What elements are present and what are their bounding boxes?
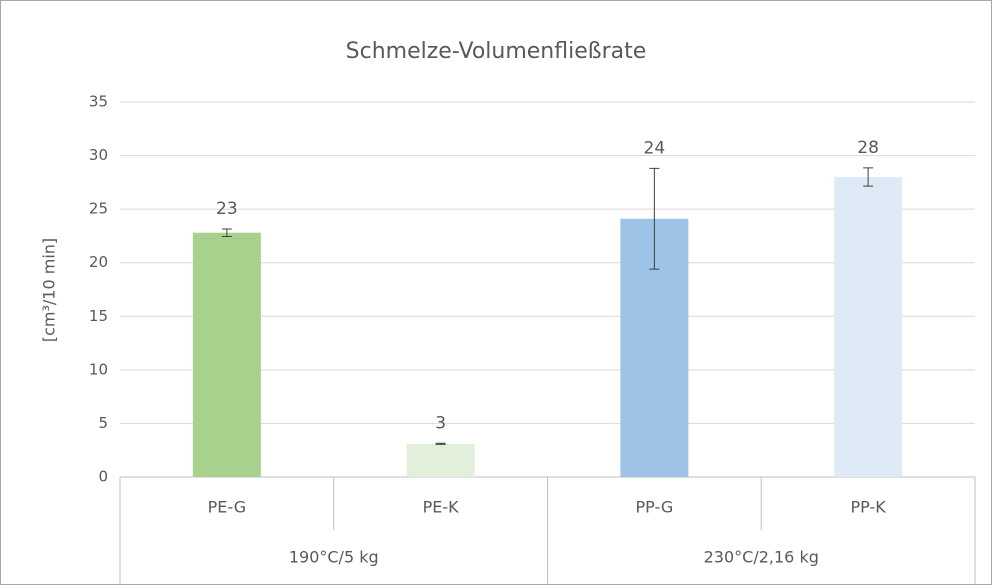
y-tick-label: 35: [89, 93, 108, 111]
y-tick-label: 15: [89, 307, 108, 325]
y-axis-label: [cm³/10 min]: [40, 238, 59, 342]
data-label: 23: [216, 199, 238, 219]
x-tick-label: PP-G: [636, 498, 674, 517]
error-bar: [863, 167, 874, 187]
error-bar: [221, 228, 232, 237]
group-label: 230°C/2,16 kg: [704, 548, 819, 567]
error-bar: [435, 442, 446, 445]
error-bar: [649, 167, 660, 270]
x-tick-label: PE-K: [423, 498, 460, 517]
x-tick-label: PE-G: [208, 498, 247, 517]
y-tick-label: 5: [98, 414, 108, 432]
data-label: 3: [435, 413, 446, 433]
y-tick-label: 30: [89, 146, 108, 164]
y-tick-label: 20: [89, 253, 108, 271]
x-tick-label: PP-K: [851, 498, 887, 517]
y-tick-label: 25: [89, 200, 108, 218]
bar: [406, 443, 475, 477]
bar: [192, 232, 261, 477]
y-tick-label: 10: [89, 360, 108, 378]
data-label: 28: [857, 138, 879, 158]
y-tick-label: 0: [98, 468, 108, 486]
bar: [834, 177, 903, 477]
group-label: 190°C/5 kg: [289, 548, 379, 567]
data-label: 24: [644, 138, 666, 158]
chart-title: Schmelze-Volumenfließrate: [346, 39, 647, 64]
